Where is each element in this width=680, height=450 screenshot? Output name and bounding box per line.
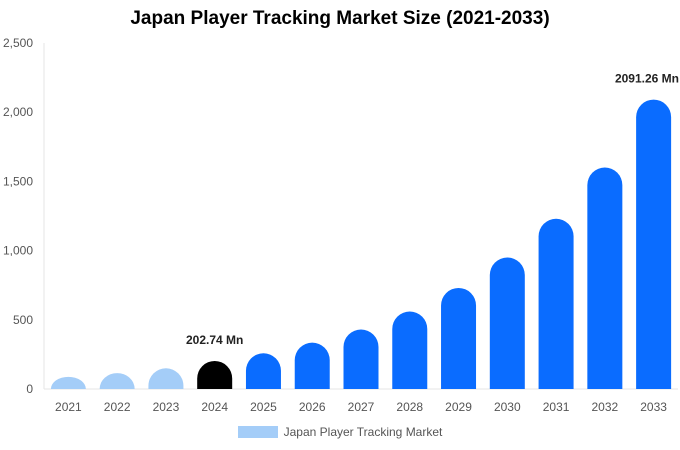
x-tick-label: 2030 — [494, 400, 521, 414]
x-tick-label: 2027 — [348, 400, 375, 414]
y-tick-label: 1,500 — [3, 174, 33, 188]
bar-2029 — [441, 287, 477, 389]
bar-2030 — [489, 257, 525, 389]
legend-swatch — [237, 426, 278, 438]
x-tick-label: 2025 — [250, 400, 277, 414]
x-tick-label: 2031 — [543, 400, 570, 414]
y-tick-label: 2,500 — [3, 36, 33, 50]
x-tick-label: 2028 — [396, 400, 423, 414]
bar-2022 — [99, 373, 135, 389]
legend-label: Japan Player Tracking Market — [283, 425, 443, 439]
x-tick-label: 2029 — [445, 400, 472, 414]
bar-2021 — [50, 376, 86, 389]
x-tick-label: 2026 — [299, 400, 326, 414]
x-tick-label: 2021 — [55, 400, 82, 414]
data-label-2033: 2091.26 Mn — [615, 72, 679, 86]
y-tick-label: 0 — [26, 382, 33, 396]
bar-2023 — [148, 368, 184, 389]
data-label-2024: 202.74 Mn — [186, 333, 243, 347]
bar-2026 — [294, 342, 330, 389]
bar-2024 — [197, 360, 233, 389]
bar-2025 — [245, 353, 281, 389]
y-tick-label: 2,000 — [3, 105, 33, 119]
bar-2032 — [587, 167, 623, 389]
x-tick-label: 2032 — [591, 400, 618, 414]
y-tick-label: 500 — [13, 313, 33, 327]
x-tick-label: 2022 — [104, 400, 131, 414]
x-tick-label: 2023 — [153, 400, 180, 414]
legend: Japan Player Tracking Market — [0, 425, 680, 439]
x-tick-label: 2033 — [640, 400, 667, 414]
y-tick-label: 1,000 — [3, 244, 33, 258]
bar-2027 — [343, 329, 379, 389]
bar-2031 — [538, 218, 574, 389]
bar-2033 — [636, 99, 672, 390]
x-tick-label: 2024 — [201, 400, 228, 414]
bar-2028 — [392, 311, 428, 389]
chart-title: Japan Player Tracking Market Size (2021-… — [130, 8, 550, 29]
